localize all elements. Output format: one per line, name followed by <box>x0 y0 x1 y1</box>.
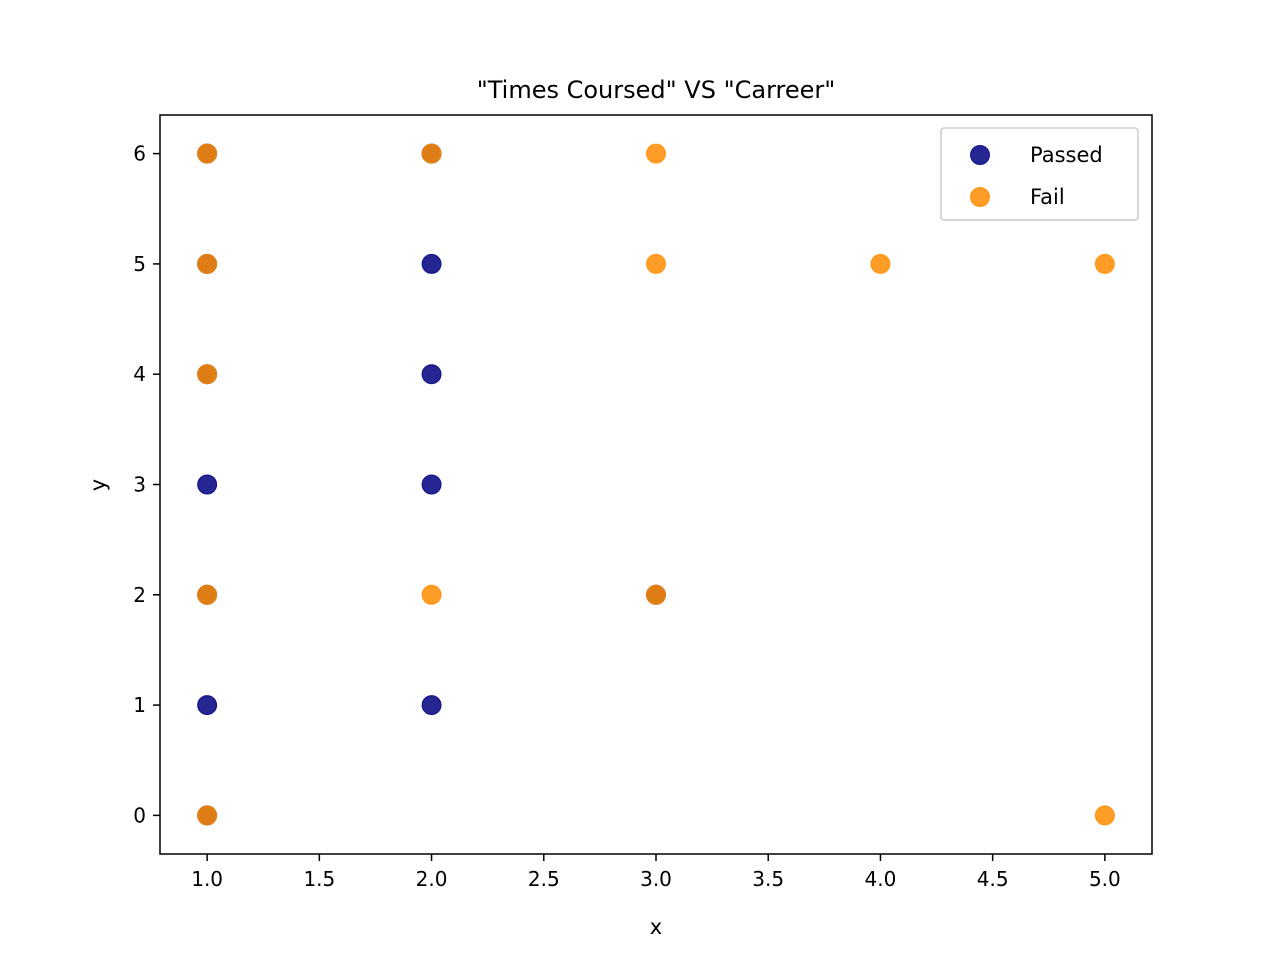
point-fail-7 <box>646 143 666 164</box>
x-tick-label: 2.5 <box>528 867 560 891</box>
series-fail <box>197 143 1115 826</box>
point-fail-12 <box>1094 805 1115 826</box>
legend: Passed Fail <box>940 127 1139 221</box>
y-tick-label: 6 <box>133 142 146 166</box>
point-passed-10 <box>421 474 442 495</box>
y-tick-label: 5 <box>133 252 146 276</box>
point-passed-8 <box>421 253 442 274</box>
x-axis: 1.0 1.5 2.0 2.5 3.0 3.5 4.0 4.5 5.0 <box>191 854 1121 891</box>
x-axis-label: x <box>650 915 662 939</box>
plot-area <box>197 143 1115 826</box>
point-fail-4 <box>197 805 218 826</box>
x-tick-label: 4.5 <box>977 867 1009 891</box>
legend-box <box>940 127 1139 221</box>
point-passed-3 <box>197 474 218 495</box>
y-tick-label: 3 <box>133 473 146 497</box>
legend-label-fail: Fail <box>1030 185 1065 209</box>
point-fail-6 <box>421 584 442 605</box>
x-tick-label: 1.5 <box>303 867 335 891</box>
y-tick-label: 4 <box>133 362 146 386</box>
point-fail-0 <box>197 143 218 164</box>
y-axis: 0 1 2 3 4 5 6 <box>133 142 160 827</box>
x-tick-label: 3.0 <box>640 867 672 891</box>
y-tick-label: 2 <box>133 583 146 607</box>
y-tick-label: 1 <box>133 693 146 717</box>
point-fail-8 <box>646 253 666 274</box>
x-tick-label: 3.5 <box>752 867 784 891</box>
y-axis-label: y <box>86 479 110 491</box>
point-fail-9 <box>646 584 666 605</box>
point-fail-5 <box>421 143 442 164</box>
chart-title: "Times Coursed" VS "Carreer" <box>477 76 836 104</box>
point-fail-3 <box>197 584 218 605</box>
point-passed-5 <box>197 695 218 716</box>
legend-label-passed: Passed <box>1030 143 1103 167</box>
y-tick-label: 0 <box>133 803 146 827</box>
legend-marker-fail <box>970 187 990 207</box>
x-tick-label: 4.0 <box>865 867 897 891</box>
x-tick-label: 2.0 <box>416 867 448 891</box>
point-passed-9 <box>421 364 442 385</box>
point-fail-11 <box>1094 253 1115 274</box>
point-fail-2 <box>197 364 218 385</box>
point-fail-1 <box>197 253 218 274</box>
legend-marker-passed <box>970 145 990 165</box>
x-tick-label: 5.0 <box>1089 867 1121 891</box>
point-passed-11 <box>421 695 442 716</box>
point-fail-10 <box>870 253 891 274</box>
x-tick-label: 1.0 <box>191 867 223 891</box>
